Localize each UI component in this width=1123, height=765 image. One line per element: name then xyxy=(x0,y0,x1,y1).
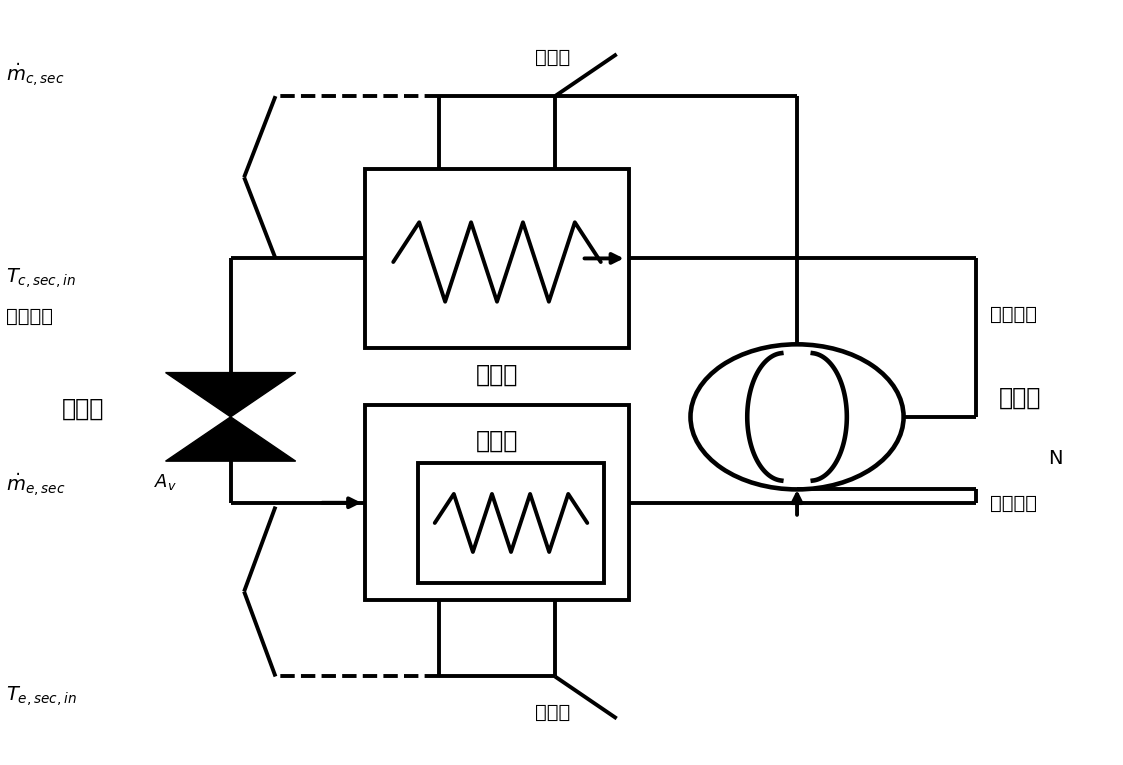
Text: 二次流: 二次流 xyxy=(536,703,570,722)
Text: 蒸发器: 蒸发器 xyxy=(476,428,518,452)
Text: $T_{e,sec,in}$: $T_{e,sec,in}$ xyxy=(7,684,77,708)
Text: 压缩机: 压缩机 xyxy=(999,386,1041,410)
Text: N: N xyxy=(1048,449,1062,468)
Polygon shape xyxy=(165,417,295,461)
Text: $A_v$: $A_v$ xyxy=(154,472,177,492)
Text: 高压蒸气: 高压蒸气 xyxy=(990,305,1037,324)
Polygon shape xyxy=(165,373,295,417)
Bar xyxy=(365,169,629,348)
Bar xyxy=(365,405,629,600)
Text: 节流阀: 节流阀 xyxy=(62,397,104,422)
Text: 低压蒸气: 低压蒸气 xyxy=(990,494,1037,513)
Text: $\dot{m}_{e,sec}$: $\dot{m}_{e,sec}$ xyxy=(7,471,66,499)
Text: $T_{c,sec,in}$: $T_{c,sec,in}$ xyxy=(7,266,76,290)
Text: 二次流: 二次流 xyxy=(536,48,570,67)
Text: 冷凝回: 冷凝回 xyxy=(476,363,518,387)
Bar xyxy=(418,463,604,584)
Text: 高压液体: 高压液体 xyxy=(7,307,53,326)
Text: $\dot{m}_{c,sec}$: $\dot{m}_{c,sec}$ xyxy=(7,61,65,89)
